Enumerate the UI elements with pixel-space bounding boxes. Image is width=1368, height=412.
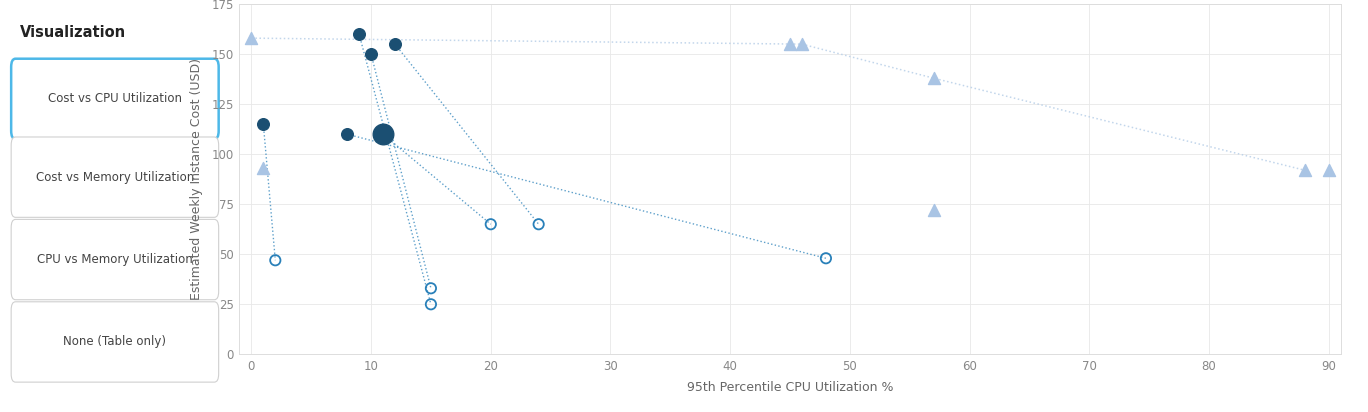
Point [815,255,837,262]
Point [922,207,944,213]
FancyBboxPatch shape [11,220,219,300]
X-axis label: 95th Percentile CPU Utilization %: 95th Percentile CPU Utilization % [687,381,893,394]
Point [528,221,550,227]
Point [347,31,369,37]
Point [791,41,813,47]
Point [922,75,944,82]
Point [241,35,263,42]
Text: Cost vs CPU Utilization: Cost vs CPU Utilization [48,92,182,105]
Text: None (Table only): None (Table only) [63,335,167,349]
Text: Cost vs Memory Utilization: Cost vs Memory Utilization [36,171,194,184]
Point [1317,167,1339,173]
FancyBboxPatch shape [11,137,219,218]
Point [778,41,800,47]
Point [1294,167,1316,173]
FancyBboxPatch shape [11,302,219,382]
Text: CPU vs Memory Utilization: CPU vs Memory Utilization [37,253,193,266]
Point [264,257,286,264]
Text: Visualization: Visualization [19,25,126,40]
Point [252,121,274,127]
Point [420,301,442,308]
Point [337,131,358,138]
Point [252,165,274,171]
Point [480,221,502,227]
Point [372,131,394,138]
Point [384,41,406,47]
Y-axis label: Estimated Weekly Instance Cost (USD): Estimated Weekly Instance Cost (USD) [190,58,202,300]
Point [360,51,382,57]
FancyBboxPatch shape [11,59,219,139]
Point [420,285,442,292]
